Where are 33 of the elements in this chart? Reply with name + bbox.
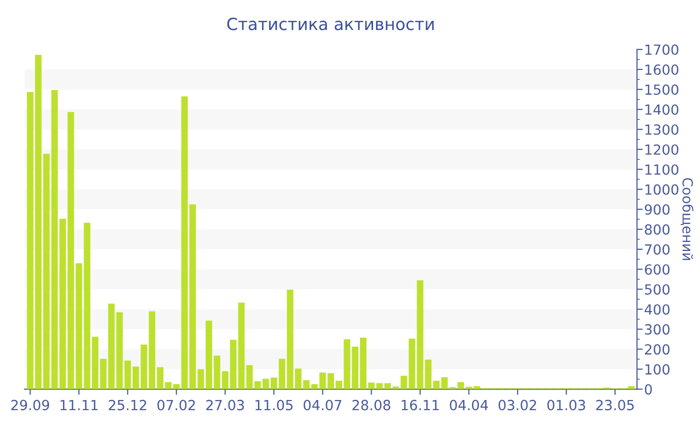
y-tick-label: 1500 (645, 84, 678, 95)
y-tick-label: 700 (645, 244, 670, 255)
x-tick-label: 29.09 (11, 400, 50, 410)
x-tick-label: 16.11 (402, 400, 439, 410)
y-tick-label: 0 (644, 384, 652, 395)
y-tick-label: 1200 (645, 144, 678, 155)
y-tick-label: 1700 (645, 44, 678, 55)
y-tick-label: 800 (644, 224, 670, 235)
x-tick-label: 04.04 (450, 400, 488, 410)
y-tick-label: 1600 (645, 64, 678, 75)
chart-title: Статистика активности (227, 18, 434, 30)
y-axis-title: Сообщений (680, 178, 694, 260)
y-tick-label: 1300 (645, 124, 678, 135)
x-tick-label: 03.02 (498, 400, 536, 410)
y-tick-label: 100 (645, 364, 670, 375)
y-tick-label: 1400 (645, 104, 678, 115)
x-tick-label: 04.07 (304, 400, 342, 410)
y-tick-label: 500 (645, 284, 670, 295)
x-tick-label: 11.11 (60, 400, 98, 410)
x-tick-label: 11.05 (256, 400, 293, 410)
x-tick-label: 25.12 (108, 400, 146, 410)
x-tick-label: 01.03 (547, 400, 586, 410)
y-tick-label: 1000 (645, 184, 678, 195)
y-tick-label: 600 (644, 264, 670, 275)
y-tick-label: 1100 (645, 164, 678, 175)
x-tick-label: 28.08 (352, 400, 390, 410)
y-tick-label: 300 (645, 324, 670, 335)
x-tick-label: 23.05 (596, 400, 634, 410)
y-tick-label: 400 (644, 304, 670, 315)
x-tick-label: 27.03 (206, 400, 244, 410)
y-tick-label: 200 (644, 344, 670, 355)
x-tick-label: 07.02 (157, 400, 195, 410)
y-tick-label: 900 (644, 204, 670, 215)
